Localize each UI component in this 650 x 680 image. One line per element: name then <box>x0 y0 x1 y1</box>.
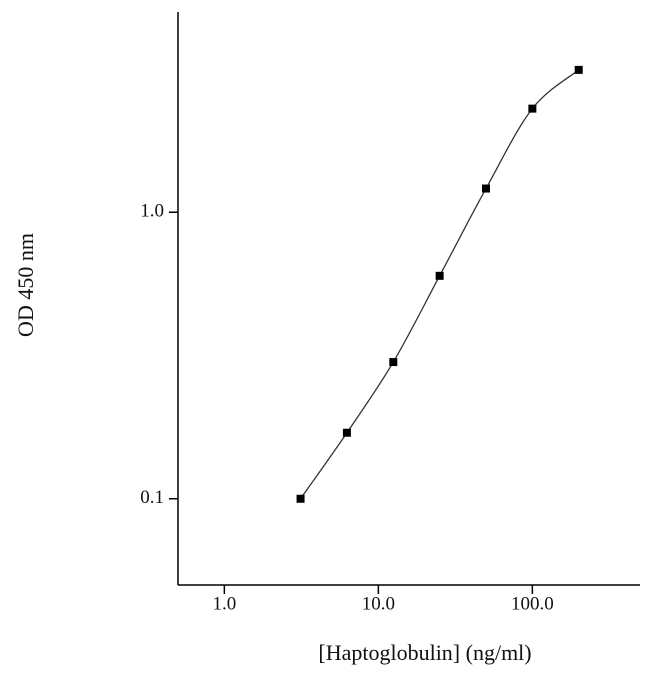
point <box>435 271 444 280</box>
point <box>342 428 351 437</box>
point <box>482 184 490 193</box>
y-tick-label: 0.1 <box>140 487 164 508</box>
y-tick-label: 1.0 <box>140 201 164 222</box>
y-axis-label: OD 450 nm <box>13 233 38 337</box>
x-axis-label: [Haptoglobulin] (ng/ml) <box>318 640 531 665</box>
x-tick-label: 100.0 <box>511 593 554 614</box>
fit-curve <box>300 69 580 500</box>
point <box>574 65 583 74</box>
point <box>528 104 537 113</box>
x-tick-label: 1.0 <box>212 593 236 614</box>
point <box>296 494 305 503</box>
x-tick-label: 10.0 <box>362 593 395 614</box>
point <box>389 358 398 367</box>
